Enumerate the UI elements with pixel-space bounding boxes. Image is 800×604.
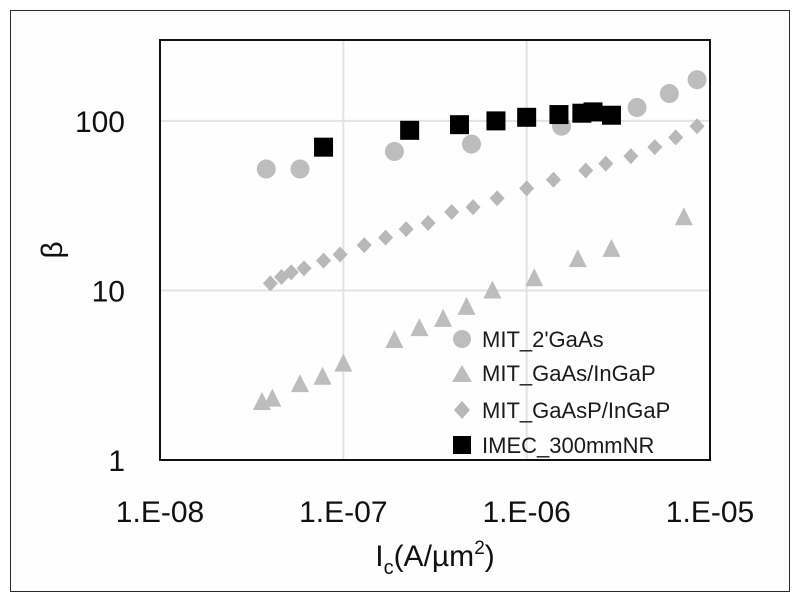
data-point-triangle: [602, 238, 621, 257]
data-point-diamond: [356, 237, 372, 254]
data-point-triangle: [568, 249, 587, 268]
data-point-triangle: [334, 353, 353, 372]
x-tick-label: 1.E-06: [482, 496, 570, 529]
data-point-diamond: [316, 252, 332, 269]
data-point-triangle: [483, 280, 502, 299]
data-point-triangle: [263, 388, 282, 407]
data-point-circle: [659, 84, 679, 104]
data-point-square: [314, 137, 334, 157]
data-point-circle: [461, 134, 481, 154]
data-point-diamond: [398, 221, 414, 238]
data-point-triangle: [410, 318, 429, 337]
legend-marker-square: [453, 436, 471, 454]
data-point-triangle: [385, 330, 404, 349]
data-point-square: [517, 107, 537, 127]
figure-frame: [10, 10, 790, 592]
legend-label-mit-gaas-ingap: MIT_GaAs/InGaP: [482, 361, 656, 386]
data-point-diamond: [420, 214, 436, 231]
y-axis-title: β: [36, 241, 69, 258]
data-point-diamond: [444, 204, 460, 221]
x-tick-labels: 1.E-08 1.E-07 1.E-06 1.E-05: [116, 496, 754, 529]
data-point-circle: [627, 97, 647, 117]
legend-label-imec-300mmnr: IMEC_300mmNR: [482, 433, 654, 458]
legend-label-mit-2gaas: MIT_2'GaAs: [482, 327, 604, 352]
x-axis-title: Ic(A/µm2): [375, 538, 495, 579]
data-point-diamond: [598, 155, 614, 172]
data-point-diamond: [578, 162, 594, 179]
legend-label-mit-gaasp-ingap: MIT_GaAsP/InGaP: [482, 398, 670, 423]
data-point-diamond: [296, 260, 312, 277]
data-point-triangle: [313, 366, 332, 385]
data-point-diamond: [623, 148, 639, 165]
data-point-diamond: [519, 180, 535, 197]
x-tick-label: 1.E-07: [299, 496, 387, 529]
data-point-circle: [290, 159, 310, 179]
data-point-square: [583, 102, 603, 122]
data-point-diamond: [262, 275, 278, 292]
legend-marker-circle: [453, 330, 471, 348]
data-point-diamond: [283, 264, 299, 281]
grid-lines: [160, 40, 710, 460]
legend: MIT_2'GaAs MIT_GaAs/InGaP MIT_GaAsP/InGa…: [452, 327, 670, 458]
data-point-square: [449, 115, 469, 135]
data-point-circle: [384, 141, 404, 161]
data-point-triangle: [434, 308, 453, 327]
data-point-diamond: [668, 129, 684, 146]
data-point-diamond: [647, 139, 663, 156]
data-point-diamond: [465, 199, 481, 216]
data-point-square: [549, 105, 569, 125]
series-circle: [256, 70, 707, 179]
data-point-circle: [687, 70, 707, 90]
data-point-diamond: [689, 118, 705, 135]
y-tick-label: 10: [92, 275, 125, 308]
legend-marker-diamond: [454, 401, 470, 419]
data-point-circle: [256, 159, 276, 179]
data-point-square: [486, 111, 506, 131]
data-point-diamond: [489, 190, 505, 207]
x-tick-label: 1.E-08: [116, 496, 204, 529]
data-point-diamond: [378, 229, 394, 246]
series-triangle: [252, 207, 693, 410]
legend-marker-triangle: [452, 365, 472, 382]
data-point-triangle: [457, 296, 476, 315]
data-point-square: [601, 105, 621, 125]
data-series: [252, 70, 707, 410]
data-point-diamond: [545, 171, 561, 188]
data-point-triangle: [525, 268, 544, 287]
data-point-square: [400, 120, 420, 140]
data-point-triangle: [674, 207, 693, 226]
plot-area: [159, 39, 711, 461]
data-point-diamond: [332, 246, 348, 263]
series-square: [314, 102, 621, 157]
x-tick-label: 1.E-05: [666, 496, 754, 529]
data-point-triangle: [290, 374, 309, 393]
y-tick-label: 100: [75, 106, 125, 139]
series-diamond: [262, 118, 705, 292]
y-tick-label: 1: [108, 445, 125, 478]
y-tick-labels: 1 10 100: [75, 106, 125, 478]
